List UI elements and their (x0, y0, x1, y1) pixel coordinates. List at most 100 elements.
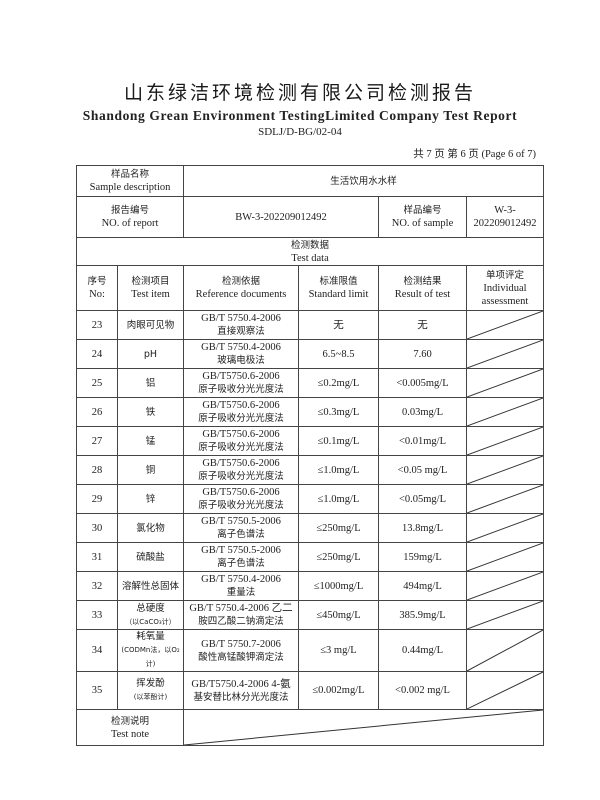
sample-number-label: 样品编号 NO. of sample (378, 196, 467, 238)
assessment-blank (465, 484, 545, 514)
test-result: <0.005mg/L (378, 368, 467, 398)
test-result: <0.002 mg/L (378, 671, 467, 710)
row-number: 26 (76, 397, 118, 427)
reference-document: GB/T5750.6-2006 原子吸收分光光度法 (183, 426, 299, 456)
standard-limit: 6.5~8.5 (298, 339, 379, 369)
test-item: 肉眼可见物 (117, 310, 184, 340)
row-number: 33 (76, 600, 118, 630)
document-code: SDLJ/D-BG/02-04 (258, 126, 342, 138)
standard-limit: ≤1.0mg/L (298, 455, 379, 485)
assessment-blank (465, 397, 545, 427)
test-note-value (182, 709, 545, 746)
assessment-blank (465, 455, 545, 485)
standard-limit: ≤450mg/L (298, 600, 379, 630)
table-row: 34 耗氧量 (CODMn法，以O₂计) GB/T 5750.7-2006 酸性高锰… (76, 629, 545, 672)
test-item: pH (117, 339, 184, 369)
assessment-blank (465, 671, 545, 710)
test-result: 159mg/L (378, 542, 467, 572)
test-item: 氯化物 (117, 513, 184, 543)
report-row: 报告编号 NO. of report BW-3-202209012492 样品编号… (76, 196, 545, 238)
test-item: 铜 (117, 455, 184, 485)
test-note-label: 检测说明 Test note (76, 709, 184, 746)
page-info: 共 7 页 第 6 页 (Page 6 of 7) (413, 149, 536, 160)
test-report-table: 样品名称 Sample description 生活饮用水水样 报告编号 NO. o… (75, 165, 545, 746)
standard-limit: ≤0.3mg/L (298, 397, 379, 427)
test-note-row: 检测说明 Test note (76, 709, 545, 746)
row-number: 27 (76, 426, 118, 456)
table-row: 29 锌 GB/T5750.6-2006 原子吸收分光光度法 ≤1.0mg/L <… (76, 484, 545, 514)
reference-document: GB/T 5750.4-2006 直接观察法 (183, 310, 299, 340)
row-number: 24 (76, 339, 118, 369)
table-row: 24 pH GB/T 5750.4-2006 玻璃电极法 6.5~8.5 7.60 (76, 339, 545, 369)
reference-document: GB/T5750.6-2006 原子吸收分光光度法 (183, 368, 299, 398)
standard-limit: ≤3 mg/L (298, 629, 379, 672)
test-item: 铝 (117, 368, 184, 398)
standard-limit: 无 (298, 310, 379, 340)
table-row: 26 铁 GB/T5750.6-2006 原子吸收分光光度法 ≤0.3mg/L 0… (76, 397, 545, 427)
company-title-cn: 山东绿洁环境检测有限公司检测报告 (123, 82, 476, 104)
assessment-blank (465, 542, 545, 572)
test-result: <0.05 mg/L (378, 455, 467, 485)
row-number: 32 (76, 571, 118, 601)
assessment-blank (465, 310, 545, 340)
reference-document: GB/T5750.6-2006 原子吸收分光光度法 (183, 397, 299, 427)
standard-limit: ≤1.0mg/L (298, 484, 379, 514)
column-header: 单项评定 Individual assessment (465, 265, 545, 311)
assessment-blank (465, 571, 545, 601)
reference-document: GB/T 5750.5-2006 离子色谱法 (183, 542, 299, 572)
assessment-blank (465, 426, 545, 456)
table-row: 33 总硬度 （以CaCO₃计） GB/T 5750.4-2006 乙二 胺四乙酸二… (76, 600, 545, 630)
column-header: 检测项目 Test item (117, 265, 184, 311)
standard-limit: ≤0.1mg/L (298, 426, 379, 456)
table-row: 23 肉眼可见物 GB/T 5750.4-2006 直接观察法 无 无 (76, 310, 545, 340)
test-item: 总硬度 （以CaCO₃计） (117, 600, 184, 630)
test-result: 无 (378, 310, 467, 340)
standard-limit: ≤250mg/L (298, 542, 379, 572)
test-item: 耗氧量 (CODMn法，以O₂计) (117, 629, 184, 672)
sample-row: 样品名称 Sample description 生活饮用水水样 (76, 165, 545, 197)
assessment-blank (465, 600, 545, 630)
test-item: 锌 (117, 484, 184, 514)
test-result: 0.44mg/L (378, 629, 467, 672)
test-result: 0.03mg/L (378, 397, 467, 427)
reference-document: GB/T 5750.4-2006 乙二 胺四乙酸二钠滴定法 (183, 600, 299, 630)
report-number: BW-3-202209012492 (183, 196, 379, 238)
table-row: 35 挥发酚 (以苯酚计) GB/T5750.4-2006 4-氨 基安替比林分光光… (76, 671, 545, 710)
assessment-blank (465, 629, 545, 672)
assessment-blank (465, 368, 545, 398)
assessment-blank (465, 513, 545, 543)
table-row: 28 铜 GB/T5750.6-2006 原子吸收分光光度法 ≤1.0mg/L <… (76, 455, 545, 485)
reference-document: GB/T 5750.7-2006 酸性高锰酸钾滴定法 (183, 629, 299, 672)
test-item: 溶解性总固体 (117, 571, 184, 601)
reference-document: GB/T5750.4-2006 4-氨 基安替比林分光光度法 (183, 671, 299, 710)
row-number: 35 (76, 671, 118, 710)
table-row: 32 溶解性总固体 GB/T 5750.4-2006 重量法 ≤1000mg/L … (76, 571, 545, 601)
table-row: 27 锰 GB/T5750.6-2006 原子吸收分光光度法 ≤0.1mg/L <… (76, 426, 545, 456)
reference-document: GB/T5750.6-2006 原子吸收分光光度法 (183, 484, 299, 514)
row-number: 23 (76, 310, 118, 340)
test-result: 7.60 (378, 339, 467, 369)
reference-document: GB/T5750.6-2006 原子吸收分光光度法 (183, 455, 299, 485)
sample-label: 样品名称 Sample description (76, 165, 184, 197)
test-result: 385.9mg/L (378, 600, 467, 630)
reference-document: GB/T 5750.4-2006 重量法 (183, 571, 299, 601)
column-header-row: 序号 No: 检测项目 Test item 检测依据 Reference document… (76, 265, 545, 311)
test-item: 挥发酚 (以苯酚计) (117, 671, 184, 710)
assessment-blank (465, 339, 545, 369)
reference-document: GB/T 5750.5-2006 离子色谱法 (183, 513, 299, 543)
test-item: 锰 (117, 426, 184, 456)
table-row: 25 铝 GB/T5750.6-2006 原子吸收分光光度法 ≤0.2mg/L <… (76, 368, 545, 398)
row-number: 25 (76, 368, 118, 398)
row-number: 31 (76, 542, 118, 572)
test-result: <0.01mg/L (378, 426, 467, 456)
standard-limit: ≤0.2mg/L (298, 368, 379, 398)
row-number: 29 (76, 484, 118, 514)
test-result: 494mg/L (378, 571, 467, 601)
table-row: 30 氯化物 GB/T 5750.5-2006 离子色谱法 ≤250mg/L 13… (76, 513, 545, 543)
column-header: 序号 No: (76, 265, 118, 311)
row-number: 34 (76, 629, 118, 672)
test-result: <0.05mg/L (378, 484, 467, 514)
column-header: 标准限值 Standard limit (298, 265, 379, 311)
table-row: 31 硫酸盐 GB/T 5750.5-2006 离子色谱法 ≤250mg/L 15… (76, 542, 545, 572)
test-result: 13.8mg/L (378, 513, 467, 543)
